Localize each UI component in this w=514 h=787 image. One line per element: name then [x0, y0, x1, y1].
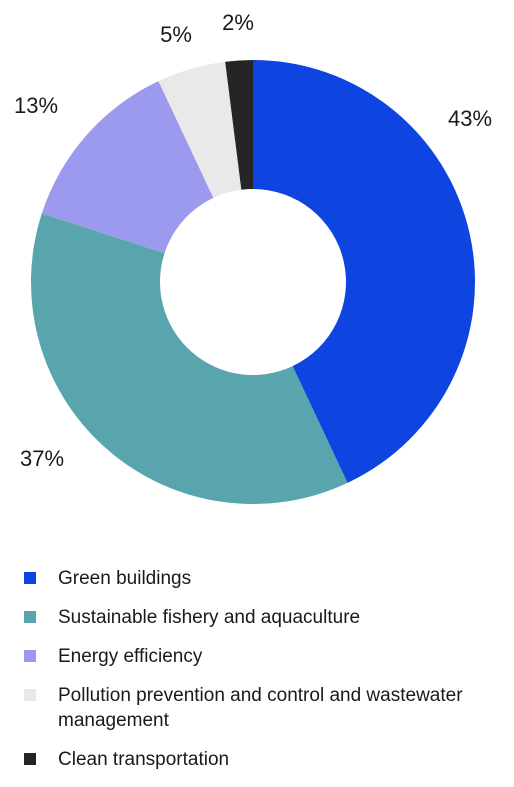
slice-percent-label: 2%: [222, 10, 254, 35]
legend-swatch: [24, 650, 36, 662]
legend-swatch: [24, 753, 36, 765]
legend-label: Sustainable fishery and aquaculture: [58, 607, 361, 628]
legend-item-sustainable-fishery: Sustainable fishery and aquaculture: [24, 605, 494, 630]
donut-slice-1: [30, 213, 348, 505]
legend-item-pollution-prevention: Pollution prevention and control and was…: [24, 683, 494, 733]
legend-item-clean-transportation: Clean transportation: [24, 747, 494, 772]
legend-label: Clean transportation: [58, 749, 230, 770]
donut-slice-0: [253, 60, 475, 483]
legend-swatch: [24, 689, 36, 701]
donut-slice-4: [225, 60, 253, 190]
donut-slice-3: [158, 61, 242, 198]
legend-item-energy-efficiency: Energy efficiency: [24, 644, 494, 669]
slice-percent-label: 5%: [160, 22, 192, 47]
slice-percent-label: 37%: [20, 446, 64, 471]
donut-slice-2: [41, 81, 214, 254]
legend-swatch: [24, 611, 36, 623]
legend-label: Pollution prevention and control and was…: [58, 685, 463, 731]
slice-percent-label: 43%: [448, 106, 492, 131]
legend-label: Energy efficiency: [58, 646, 203, 667]
legend-item-green-buildings: Green buildings: [24, 566, 494, 591]
legend-label: Green buildings: [58, 568, 192, 589]
legend-swatch: [24, 572, 36, 584]
legend: Green buildings Sustainable fishery and …: [24, 566, 494, 786]
slice-percent-label: 13%: [14, 93, 58, 118]
